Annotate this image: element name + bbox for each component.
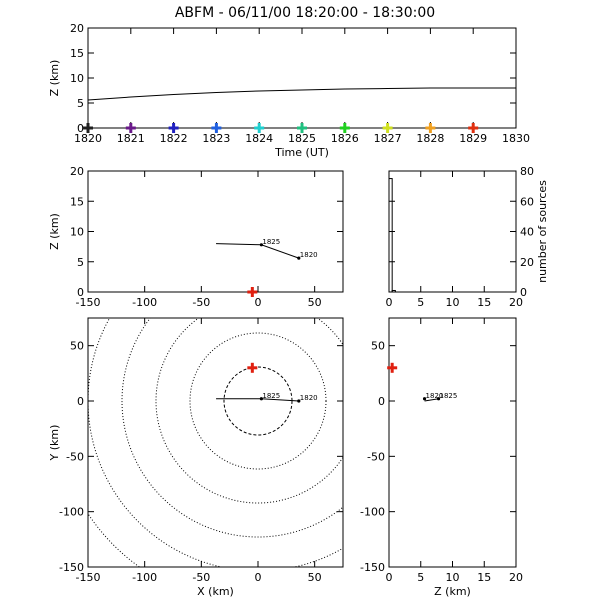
zy_view-point <box>422 397 427 401</box>
zy_view-ytick-label: -150 <box>360 561 385 574</box>
time_height-ytick-label: 15 <box>70 47 84 60</box>
time_height-xtick-label: 1823 <box>202 132 230 145</box>
plan_view-range-ring <box>121 318 343 538</box>
plan_view-range-ring <box>223 366 293 436</box>
time_height-xtick-label: 1821 <box>117 132 145 145</box>
time_height-xtick-label: 1828 <box>416 132 444 145</box>
histogram-bar <box>388 178 393 293</box>
histogram-xtick-label: 15 <box>477 296 491 309</box>
histogram-ytick-label: 0 <box>520 286 527 299</box>
time_height-xtick-label: 1827 <box>374 132 402 145</box>
time_height-xtick-label: 1829 <box>459 132 487 145</box>
zy_view-xtick-label: 10 <box>446 571 460 584</box>
xz_view-ytick-label: 5 <box>77 256 84 269</box>
xz_view-xtick-label: -150 <box>76 296 101 309</box>
zy_view-ytick-label: -50 <box>367 450 385 463</box>
plan_view-series-line <box>216 398 299 402</box>
xz_view-ytick-label: 15 <box>70 195 84 208</box>
plan_view-ytick-label: -100 <box>59 506 84 519</box>
zy_view-point-label: 1825 <box>440 392 458 400</box>
zy_view-xtick-label: 15 <box>477 571 491 584</box>
zy_view-ytick-label: 50 <box>371 340 385 353</box>
plan_view-ytick-label: 0 <box>77 395 84 408</box>
plan_view-xtick-label: 0 <box>255 571 262 584</box>
time_height-frame <box>87 27 517 129</box>
time_height-ytick-label: 5 <box>77 97 84 110</box>
plan_view-ytick-label: -150 <box>59 561 84 574</box>
time_height-xtick-label: 1830 <box>502 132 530 145</box>
time_height-ytick-label: 0 <box>77 122 84 135</box>
xz_view-ytick-label: 0 <box>77 286 84 299</box>
histogram-ytick-label: 40 <box>520 226 534 239</box>
plan_view-xtick-label: 50 <box>308 571 322 584</box>
plan_view-point <box>259 397 263 401</box>
histogram-xtick-label: 0 <box>386 296 393 309</box>
time_height-xtick-label: 1826 <box>331 132 359 145</box>
plan_view-xtick-label: -100 <box>132 571 157 584</box>
histogram-xtick-label: 5 <box>417 296 424 309</box>
plan_view-ytick-label: 50 <box>70 340 84 353</box>
plan_view-xaxis-label: X (km) <box>197 585 234 598</box>
xz_view-frame <box>87 170 344 293</box>
plan_view-point-label: 1825 <box>262 392 280 400</box>
plan_view-range-ring <box>88 318 343 567</box>
time_height-xtick-label: 1825 <box>288 132 316 145</box>
plan_view-point-label: 1820 <box>300 394 318 402</box>
xz_view-xtick-label: 50 <box>308 296 322 309</box>
plan_view-frame <box>87 317 344 568</box>
time_height-ytick-label: 10 <box>70 72 84 85</box>
histogram-frame <box>388 170 517 293</box>
histogram-bar <box>391 289 396 293</box>
time_height-xaxis-label: Time (UT) <box>274 146 329 159</box>
time_height-ytick-label: 20 <box>70 22 84 35</box>
time_height-series-line <box>88 87 516 101</box>
zy_view-xtick-label: 0 <box>386 571 393 584</box>
plan_view-point <box>297 399 301 403</box>
figure-title: ABFM - 06/11/00 18:20:00 - 18:30:00 <box>175 5 435 21</box>
histogram-ytick-label: 80 <box>520 165 534 178</box>
xz_view-xtick-label: 0 <box>255 296 262 309</box>
xz_view-xtick-label: -50 <box>192 296 210 309</box>
time_height-xtick-label: 1824 <box>245 132 273 145</box>
xz_view-point <box>259 243 263 247</box>
zy_view-xtick-label: 5 <box>417 571 424 584</box>
xz_view-series-line <box>216 243 299 259</box>
plan_view-ytick-label: -50 <box>66 450 84 463</box>
zy_view-xaxis-label: Z (km) <box>434 585 471 598</box>
plan_view-range-ring <box>155 318 343 504</box>
zy_view-ytick-label: -100 <box>360 506 385 519</box>
zy_view-point-label: 1820 <box>426 392 444 400</box>
histogram-yaxis-label: number of sources <box>536 180 549 283</box>
histogram-ytick-label: 20 <box>520 256 534 269</box>
histogram-xtick-label: 10 <box>446 296 460 309</box>
time_height-yaxis-label: Z (km) <box>48 60 61 97</box>
xz_view-point <box>297 256 301 260</box>
plan_view-range-ring <box>189 332 327 470</box>
time_height-xtick-label: 1822 <box>160 132 188 145</box>
histogram-xtick-label: 20 <box>509 296 523 309</box>
histogram-ytick-label: 60 <box>520 195 534 208</box>
xz_view-point-label: 1820 <box>300 251 318 259</box>
zy_view-ytick-label: 0 <box>378 395 385 408</box>
xz_view-ytick-label: 20 <box>70 165 84 178</box>
plan_view-yaxis-label: Y (km) <box>48 425 61 462</box>
xz_view-yaxis-label: Z (km) <box>48 213 61 250</box>
plan_view-xtick-label: -50 <box>192 571 210 584</box>
plan_view-xtick-label: -150 <box>76 571 101 584</box>
time_height-xtick-label: 1820 <box>74 132 102 145</box>
zy_view-xtick-label: 20 <box>509 571 523 584</box>
zy_view-frame <box>388 317 517 568</box>
zy_view-point <box>436 397 441 401</box>
xz_view-point-label: 1825 <box>262 238 280 246</box>
xz_view-xtick-label: -100 <box>132 296 157 309</box>
xz_view-ytick-label: 10 <box>70 226 84 239</box>
